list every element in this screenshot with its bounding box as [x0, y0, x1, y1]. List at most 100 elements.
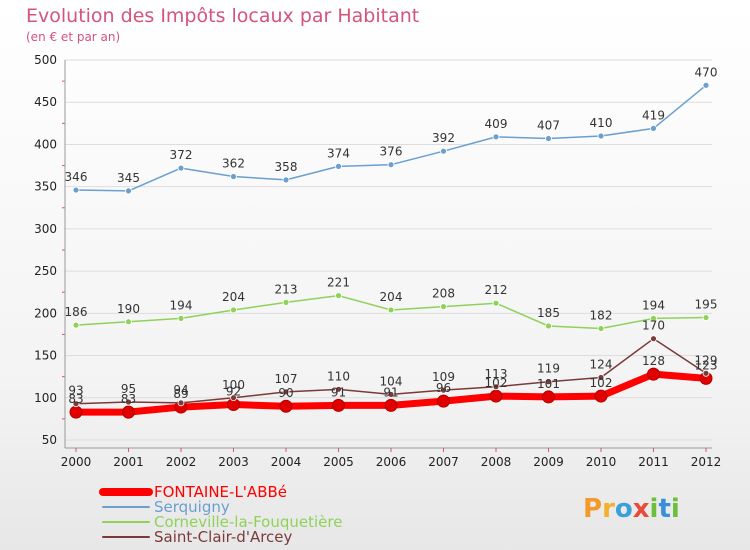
data-label: 182 [590, 309, 613, 323]
data-point [702, 81, 710, 89]
data-point [279, 399, 293, 413]
data-point [282, 388, 290, 396]
x-tick-label: 2006 [376, 455, 407, 469]
x-tick-label: 2008 [481, 455, 512, 469]
y-tick-label: 100 [34, 391, 57, 405]
x-tick-label: 2012 [691, 455, 722, 469]
data-point [332, 398, 345, 412]
data-point [125, 318, 132, 326]
data-label: 93 [68, 384, 83, 398]
data-label: 410 [590, 116, 613, 130]
data-label: 96 [436, 381, 451, 395]
data-label: 212 [485, 283, 508, 297]
x-tick-label: 2011 [638, 455, 669, 469]
legend: FONTAINE-L'ABBéSerquignyCorneville-la-Fo… [99, 483, 342, 546]
data-label: 194 [642, 298, 665, 312]
data-point [492, 133, 500, 141]
legend-label: FONTAINE-L'ABBé [154, 483, 287, 501]
data-label: 94 [173, 383, 188, 397]
data-label: 346 [65, 170, 88, 184]
data-label: 123 [695, 358, 718, 372]
x-tick-label: 2010 [586, 455, 617, 469]
data-label: 345 [117, 171, 140, 185]
data-point [594, 389, 608, 403]
y-tick-label: 200 [34, 306, 57, 320]
data-label: 89 [173, 387, 188, 401]
data-label: 190 [117, 302, 140, 316]
data-point [335, 385, 342, 393]
x-tick-label: 2009 [533, 455, 564, 469]
data-point [650, 124, 657, 132]
y-tick-label: 500 [34, 53, 57, 67]
y-tick-label: 450 [34, 95, 57, 109]
data-label: 374 [327, 146, 350, 160]
logo-letter: x [633, 494, 650, 524]
data-label: 90 [278, 386, 293, 400]
data-point [177, 164, 185, 172]
data-label: 129 [695, 353, 718, 367]
data-point [69, 405, 83, 419]
data-label: 204 [222, 290, 245, 304]
data-point [542, 390, 555, 404]
data-label-layer: 346 345 372 362 358 374 376 392 409 407 410 419 470 1… [65, 65, 718, 406]
data-point [647, 367, 660, 381]
legend-label: Serquigny [154, 498, 230, 516]
y-tick-label: 300 [34, 222, 57, 236]
data-point [702, 369, 710, 377]
y-tick-label: 150 [34, 349, 57, 363]
logo-letter: i [650, 494, 659, 524]
data-label: 195 [695, 298, 718, 312]
data-label: 392 [432, 131, 455, 145]
data-point [72, 321, 80, 329]
data-label: 208 [432, 287, 455, 301]
series-line [75, 84, 707, 192]
data-label: 124 [590, 358, 613, 372]
x-tick-label: 2002 [166, 455, 197, 469]
data-label: 91 [383, 385, 398, 399]
data-label: 102 [485, 376, 508, 390]
data-label: 186 [65, 305, 88, 319]
data-point [440, 303, 447, 310]
data-label: 113 [485, 367, 508, 381]
data-label: 128 [642, 354, 665, 368]
data-point [545, 378, 552, 386]
data-label: 100 [222, 378, 245, 392]
legend-label: Saint-Clair-d'Arcey [154, 528, 293, 546]
logo-letter: o [615, 494, 633, 524]
x-tick-label: 2001 [113, 455, 144, 469]
data-label: 204 [380, 290, 403, 304]
data-point [125, 398, 132, 406]
data-label: 101 [537, 377, 560, 391]
y-tick-label: 350 [34, 180, 57, 194]
data-point [702, 314, 710, 321]
data-label: 407 [537, 119, 560, 133]
data-point [384, 398, 398, 412]
data-point [230, 394, 237, 402]
data-label: 409 [485, 117, 508, 131]
data-label: 376 [380, 145, 403, 159]
logo-letter: r [602, 494, 615, 524]
data-point [597, 132, 605, 140]
data-label: 362 [222, 157, 245, 171]
data-label: 372 [170, 148, 193, 162]
series-layer [69, 81, 713, 419]
data-label: 102 [590, 376, 613, 390]
data-point [597, 325, 605, 332]
x-tick-label: 2003 [218, 455, 249, 469]
data-label: 92 [226, 385, 241, 399]
data-label: 83 [121, 392, 136, 406]
data-point [335, 292, 342, 300]
data-point [72, 186, 80, 194]
data-point [387, 390, 395, 398]
x-tick-label: 2000 [61, 455, 92, 469]
y-tick-label: 250 [34, 264, 57, 278]
data-label: 194 [170, 298, 193, 312]
data-point [545, 135, 552, 142]
y-tick-label: 400 [34, 137, 57, 151]
data-label: 185 [537, 306, 560, 320]
data-point [387, 306, 395, 314]
data-label: 83 [68, 392, 83, 406]
data-point [282, 298, 290, 306]
